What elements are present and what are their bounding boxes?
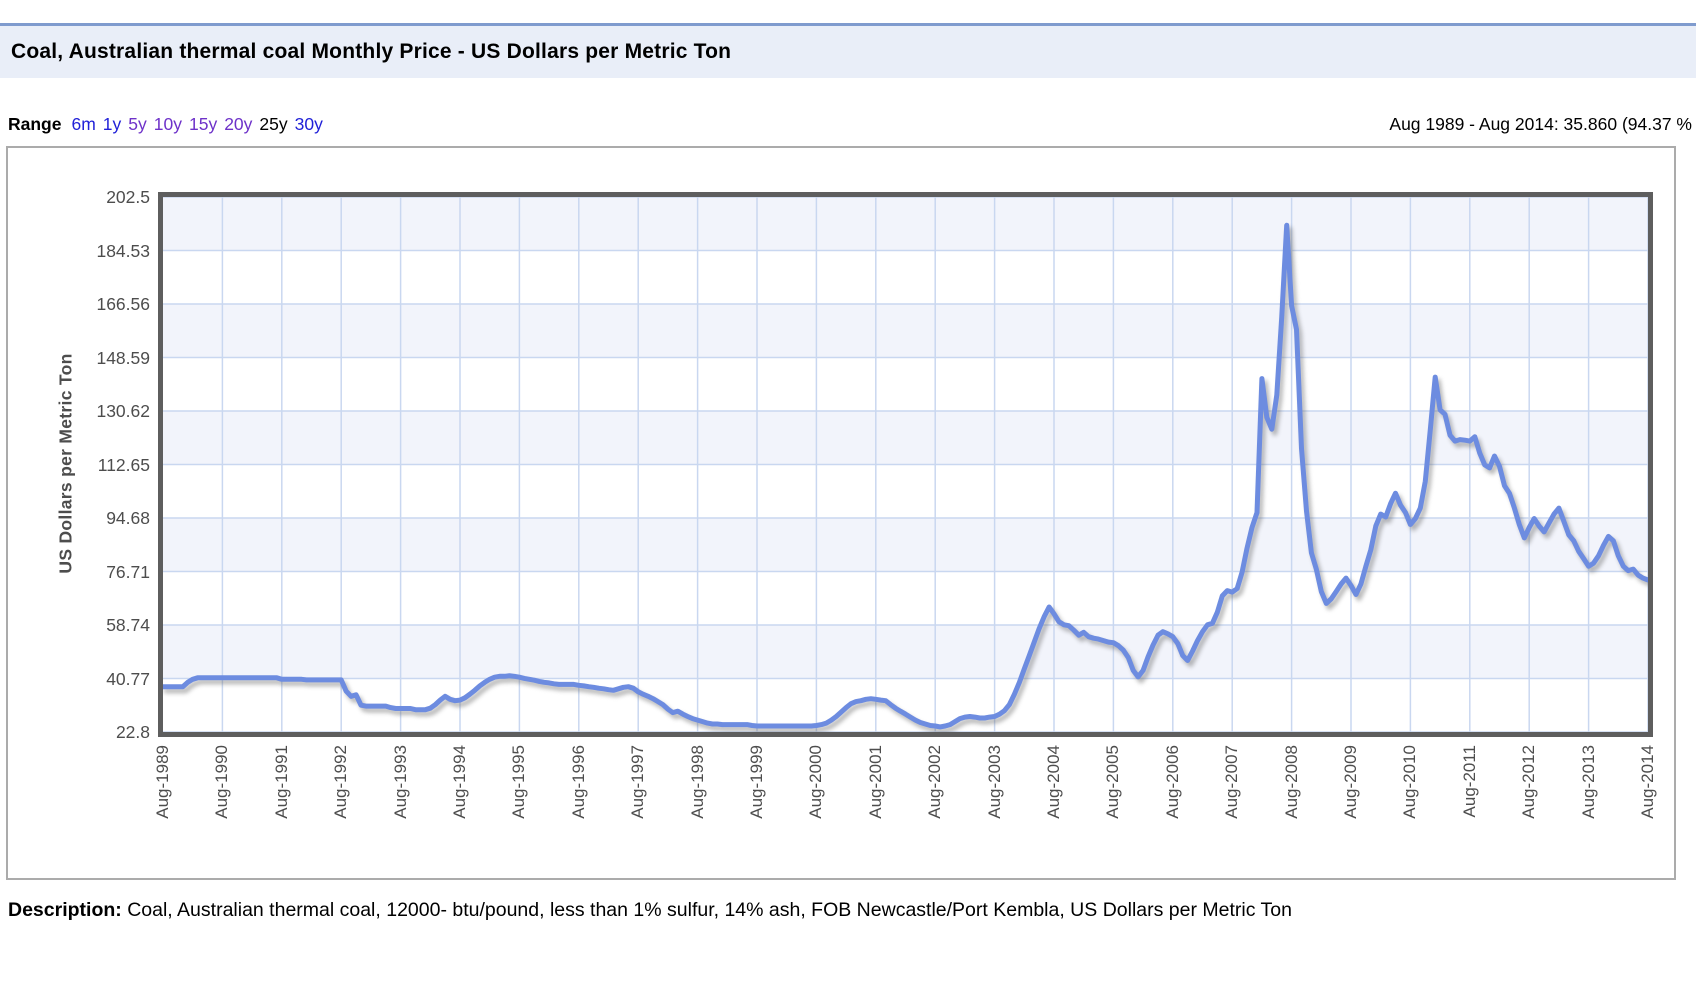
x-tick-Aug-1996: Aug-1996 bbox=[568, 745, 588, 819]
x-tick-Aug-1992: Aug-1992 bbox=[331, 745, 351, 819]
y-tick-94.68: 94.68 bbox=[106, 508, 150, 528]
range-link-20y[interactable]: 20y bbox=[224, 114, 253, 134]
x-tick-Aug-2002: Aug-2002 bbox=[925, 745, 945, 819]
chart-panel: US Dollars per Metric Ton 202.5 184.53 166… bbox=[6, 146, 1676, 880]
range-toolbar: Range 6m 1y 5y 10y 15y 20y 25y 30y Aug 1989 - A… bbox=[8, 114, 1692, 136]
x-tick-Aug-1995: Aug-1995 bbox=[509, 745, 529, 819]
description: Description: Coal, Australian thermal co… bbox=[8, 896, 1688, 924]
x-tick-Aug-1991: Aug-1991 bbox=[271, 745, 291, 819]
period-change-summary: Aug 1989 - Aug 2014: 35.860 (94.37 % bbox=[1389, 114, 1692, 134]
range-label: Range bbox=[8, 114, 62, 134]
y-tick-202.5: 202.5 bbox=[106, 187, 150, 207]
x-tick-Aug-2014: Aug-2014 bbox=[1638, 745, 1657, 819]
y-tick-184.53: 184.53 bbox=[96, 240, 150, 261]
x-tick-Aug-2008: Aug-2008 bbox=[1281, 745, 1301, 819]
x-tick-Aug-2007: Aug-2007 bbox=[1222, 745, 1242, 819]
range-link-5y[interactable]: 5y bbox=[128, 114, 147, 134]
price-line-chart bbox=[163, 197, 1648, 732]
y-tick-40.77: 40.77 bbox=[106, 668, 150, 689]
x-tick-Aug-2003: Aug-2003 bbox=[984, 745, 1004, 819]
title-bar: Coal, Australian thermal coal Monthly Pr… bbox=[0, 23, 1696, 78]
description-text: Coal, Australian thermal coal, 12000- bt… bbox=[127, 899, 1292, 921]
x-tick-Aug-2004: Aug-2004 bbox=[1044, 745, 1063, 819]
y-tick-76.71: 76.71 bbox=[106, 561, 150, 582]
x-tick-Aug-2009: Aug-2009 bbox=[1341, 745, 1360, 819]
y-tick-112.65: 112.65 bbox=[97, 454, 150, 475]
range-links: 6m 1y 5y 10y 15y 20y 25y 30y bbox=[71, 114, 329, 135]
range-link-15y[interactable]: 15y bbox=[188, 114, 218, 134]
x-tick-Aug-1993: Aug-1993 bbox=[390, 745, 410, 819]
range-link-6m[interactable]: 6m bbox=[71, 114, 96, 134]
x-tick-Aug-2006: Aug-2006 bbox=[1162, 745, 1182, 819]
x-tick-Aug-1999: Aug-1999 bbox=[747, 745, 766, 819]
x-tick-Aug-2011: Aug-2011 bbox=[1459, 745, 1479, 818]
y-tick-148.59: 148.59 bbox=[96, 347, 150, 368]
x-tick-Aug-1990: Aug-1990 bbox=[212, 745, 232, 819]
x-tick-Aug-2001: Aug-2001 bbox=[865, 745, 885, 819]
plot-area bbox=[158, 192, 1653, 737]
x-tick-Aug-1994: Aug-1994 bbox=[450, 745, 469, 819]
x-tick-Aug-2010: Aug-2010 bbox=[1400, 745, 1420, 819]
range-link-30y[interactable]: 30y bbox=[294, 114, 323, 134]
x-tick-Aug-2013: Aug-2013 bbox=[1578, 745, 1598, 819]
x-tick-Aug-2012: Aug-2012 bbox=[1519, 745, 1539, 819]
y-tick-130.62: 130.62 bbox=[96, 401, 150, 421]
description-label: Description: bbox=[8, 899, 122, 921]
range-link-1y[interactable]: 1y bbox=[102, 114, 122, 134]
x-tick-Aug-1997: Aug-1997 bbox=[628, 745, 648, 819]
y-tick-166.56: 166.56 bbox=[96, 294, 150, 314]
range-link-25y[interactable]: 25y bbox=[259, 114, 288, 134]
x-tick-Aug-2000: Aug-2000 bbox=[806, 745, 826, 819]
page-title: Coal, Australian thermal coal Monthly Pr… bbox=[11, 40, 732, 63]
x-tick-Aug-2005: Aug-2005 bbox=[1103, 745, 1123, 819]
x-tick-Aug-1998: Aug-1998 bbox=[687, 745, 707, 819]
x-tick-Aug-1989: Aug-1989 bbox=[153, 745, 172, 819]
y-tick-58.74: 58.74 bbox=[106, 615, 150, 635]
range-link-10y[interactable]: 10y bbox=[153, 114, 182, 134]
y-tick-22.8: 22.8 bbox=[115, 722, 150, 742]
